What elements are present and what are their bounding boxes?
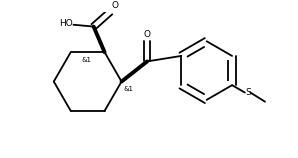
Text: S: S	[246, 88, 252, 97]
Text: O: O	[111, 1, 118, 10]
Text: O: O	[144, 30, 151, 40]
Text: &1: &1	[123, 86, 134, 92]
Text: &1: &1	[82, 57, 92, 63]
Text: HO: HO	[59, 19, 72, 28]
